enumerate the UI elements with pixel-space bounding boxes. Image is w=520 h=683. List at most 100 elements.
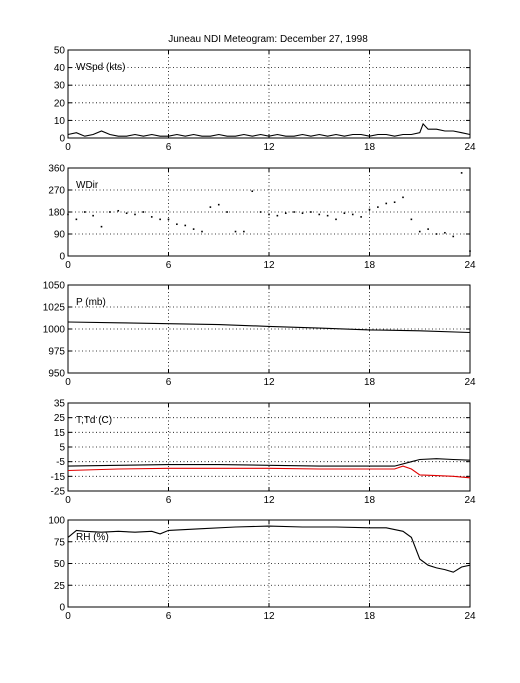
series-line-1 xyxy=(67,458,471,467)
data-point xyxy=(150,216,153,218)
data-point xyxy=(192,228,195,230)
data-point xyxy=(234,230,237,233)
x-tick-label: 6 xyxy=(166,142,172,153)
y-tick-label: 40 xyxy=(54,63,66,74)
x-tick-label: 12 xyxy=(263,611,275,622)
data-point xyxy=(343,212,346,215)
x-tick-label: 6 xyxy=(166,611,172,622)
x-tick-label: 24 xyxy=(464,495,476,506)
data-point xyxy=(360,216,362,218)
data-point xyxy=(167,218,170,221)
y-tick-label: 0 xyxy=(59,252,65,263)
y-tick-label: 360 xyxy=(48,164,65,175)
x-tick-label: 0 xyxy=(65,495,71,506)
data-point xyxy=(452,235,455,238)
data-point xyxy=(469,250,471,252)
x-tick-label: 0 xyxy=(65,142,71,153)
x-tick-label: 12 xyxy=(263,142,275,153)
y-tick-label: 1050 xyxy=(43,281,66,292)
figure-title: Juneau NDI Meteogram: December 27, 1998 xyxy=(168,34,368,45)
x-tick-label: 0 xyxy=(65,611,71,622)
x-tick-label: 24 xyxy=(464,260,476,271)
y-tick-label: 30 xyxy=(54,81,66,92)
y-tick-label: 180 xyxy=(48,208,65,219)
data-point xyxy=(393,201,396,204)
data-point xyxy=(385,202,388,205)
x-tick-label: 18 xyxy=(364,377,376,388)
data-point xyxy=(284,212,287,215)
x-tick-label: 18 xyxy=(364,142,376,153)
y-tick-label: 25 xyxy=(54,413,66,424)
data-point xyxy=(243,230,245,233)
data-point xyxy=(176,223,178,226)
panel-label: WDir xyxy=(76,180,99,191)
data-point xyxy=(259,211,262,213)
x-tick-label: 6 xyxy=(166,377,172,388)
data-point xyxy=(410,218,413,221)
y-tick-label: 20 xyxy=(54,98,66,109)
series-line-1 xyxy=(67,122,471,137)
data-point xyxy=(201,230,203,233)
data-point xyxy=(134,213,136,216)
x-tick-label: 24 xyxy=(464,611,476,622)
y-tick-label: 1000 xyxy=(43,325,66,336)
data-point xyxy=(402,196,404,199)
y-tick-label: 0 xyxy=(59,134,65,145)
data-point xyxy=(184,224,187,227)
data-point xyxy=(368,208,371,211)
panel-label: T,Td (C) xyxy=(76,415,112,426)
data-point xyxy=(159,218,161,221)
series-line-2 xyxy=(67,465,471,479)
data-point xyxy=(251,190,254,193)
y-tick-label: 5 xyxy=(59,443,65,454)
panel-4: 0 6 12 18 24 -25 -15 -5 5 15 25 35 T,Td (C) xyxy=(51,399,476,507)
x-tick-label: 12 xyxy=(263,495,275,506)
y-tick-label: -5 xyxy=(56,457,65,468)
y-tick-label: 25 xyxy=(54,581,66,592)
data-point xyxy=(209,206,212,208)
data-point xyxy=(435,233,438,235)
data-point xyxy=(268,213,270,216)
data-point xyxy=(318,213,321,216)
data-point xyxy=(293,211,295,213)
y-tick-label: -15 xyxy=(51,472,66,483)
y-tick-label: 75 xyxy=(54,537,66,548)
data-point xyxy=(460,172,463,174)
y-tick-label: 90 xyxy=(54,230,66,241)
x-tick-label: 6 xyxy=(166,260,172,271)
data-point xyxy=(92,214,94,217)
y-tick-label: 10 xyxy=(54,116,66,127)
y-tick-label: 0 xyxy=(59,603,65,614)
y-tick-label: 1025 xyxy=(43,303,66,314)
data-point xyxy=(377,206,379,208)
y-tick-label: 50 xyxy=(54,559,66,570)
data-point xyxy=(117,209,120,212)
data-point xyxy=(125,212,128,215)
panel-1: 0 6 12 18 24 0 10 20 30 40 50 WSpd (kts) xyxy=(54,46,476,154)
data-point xyxy=(351,213,354,216)
x-tick-label: 12 xyxy=(263,260,275,271)
data-point xyxy=(310,211,312,213)
data-point xyxy=(301,212,304,215)
data-point xyxy=(444,231,446,234)
series-line-1 xyxy=(67,525,471,573)
x-tick-label: 12 xyxy=(263,377,275,388)
y-tick-label: -25 xyxy=(51,487,66,498)
panel-label: P (mb) xyxy=(76,297,106,308)
data-point xyxy=(335,218,337,221)
data-point xyxy=(217,203,220,206)
x-tick-label: 24 xyxy=(464,377,476,388)
x-tick-label: 0 xyxy=(65,377,71,388)
data-point xyxy=(75,218,78,221)
plot-area xyxy=(67,49,471,139)
x-tick-label: 6 xyxy=(166,495,172,506)
data-point xyxy=(427,228,429,230)
y-tick-label: 975 xyxy=(48,347,65,358)
data-point xyxy=(83,211,86,213)
y-tick-label: 15 xyxy=(54,428,66,439)
x-tick-label: 18 xyxy=(364,495,376,506)
x-tick-label: 0 xyxy=(65,260,71,271)
panel-3: 0 6 12 18 24 950 975 1000 1025 1050 P (mb) xyxy=(43,281,476,389)
